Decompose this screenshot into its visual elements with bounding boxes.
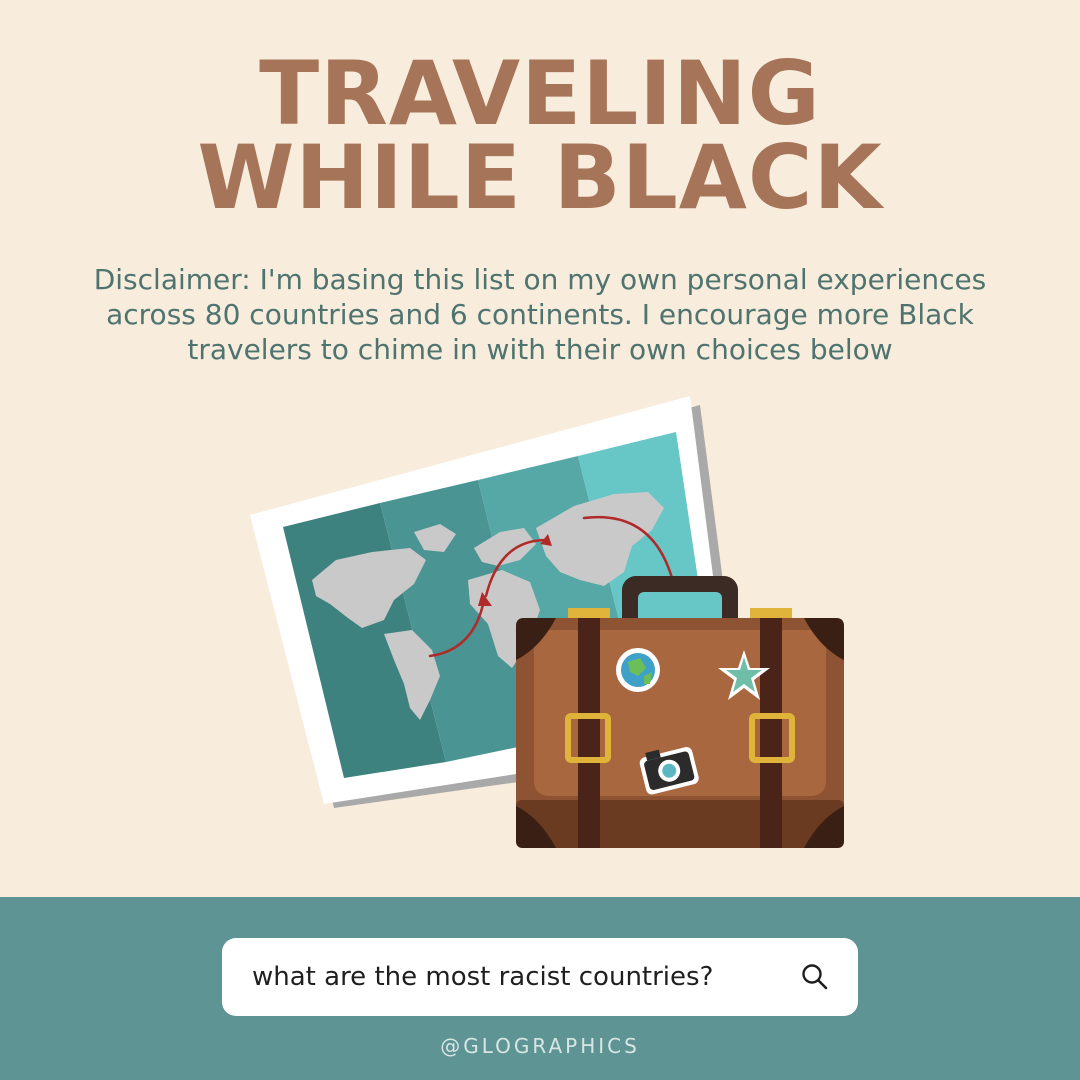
north-america-shape xyxy=(312,548,426,628)
disclaimer-line-2: across 80 countries and 6 continents. I … xyxy=(106,298,974,331)
south-america-shape xyxy=(384,630,440,720)
disclaimer-line-1: Disclaimer: I'm basing this list on my o… xyxy=(93,263,987,296)
search-query-text[interactable]: what are the most racist countries? xyxy=(252,962,714,992)
disclaimer-line-3: travelers to chime in with their own cho… xyxy=(187,333,893,366)
greenland-shape xyxy=(414,524,456,552)
headline: TRAVELING WHILE BLACK xyxy=(0,42,1080,229)
asia-shape xyxy=(536,492,664,586)
disclaimer-text: Disclaimer: I'm basing this list on my o… xyxy=(60,262,1020,367)
headline-line-2: WHILE BLACK xyxy=(197,126,883,229)
author-handle: @GLOGRAPHICS xyxy=(440,1034,640,1058)
europe-shape xyxy=(474,528,536,566)
travel-illustration xyxy=(250,396,844,848)
search-bar[interactable]: what are the most racist countries? xyxy=(222,938,858,1016)
search-icon[interactable] xyxy=(800,962,830,992)
headline-line-1: TRAVELING xyxy=(259,42,821,145)
suitcase-illustration xyxy=(516,576,844,848)
